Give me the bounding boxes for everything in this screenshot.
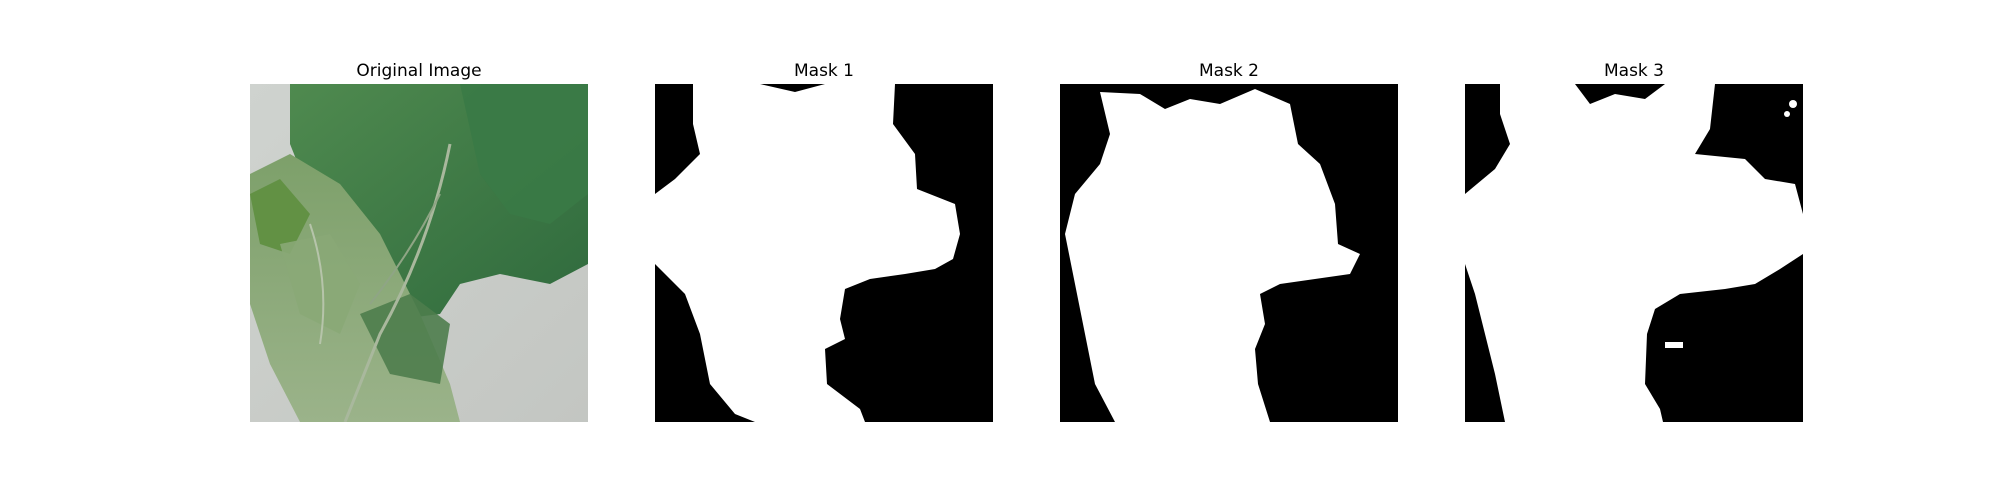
original-image-panel: Original Image: [250, 58, 588, 422]
panel-title: Mask 2: [1198, 61, 1259, 81]
mask-3-panel: Mask 3: [1465, 58, 1803, 422]
panel-title: Mask 3: [1603, 61, 1664, 81]
mask-3-image: [1465, 84, 1803, 422]
mask-2-image: [1060, 84, 1398, 422]
mask-1-panel: Mask 1: [655, 58, 993, 422]
mask-1-image: [655, 84, 993, 422]
mask-2-panel: Mask 2: [1060, 58, 1398, 422]
panel-title: Mask 1: [793, 61, 854, 81]
original-leaf-image: [250, 84, 588, 422]
panel-title: Original Image: [356, 61, 482, 81]
